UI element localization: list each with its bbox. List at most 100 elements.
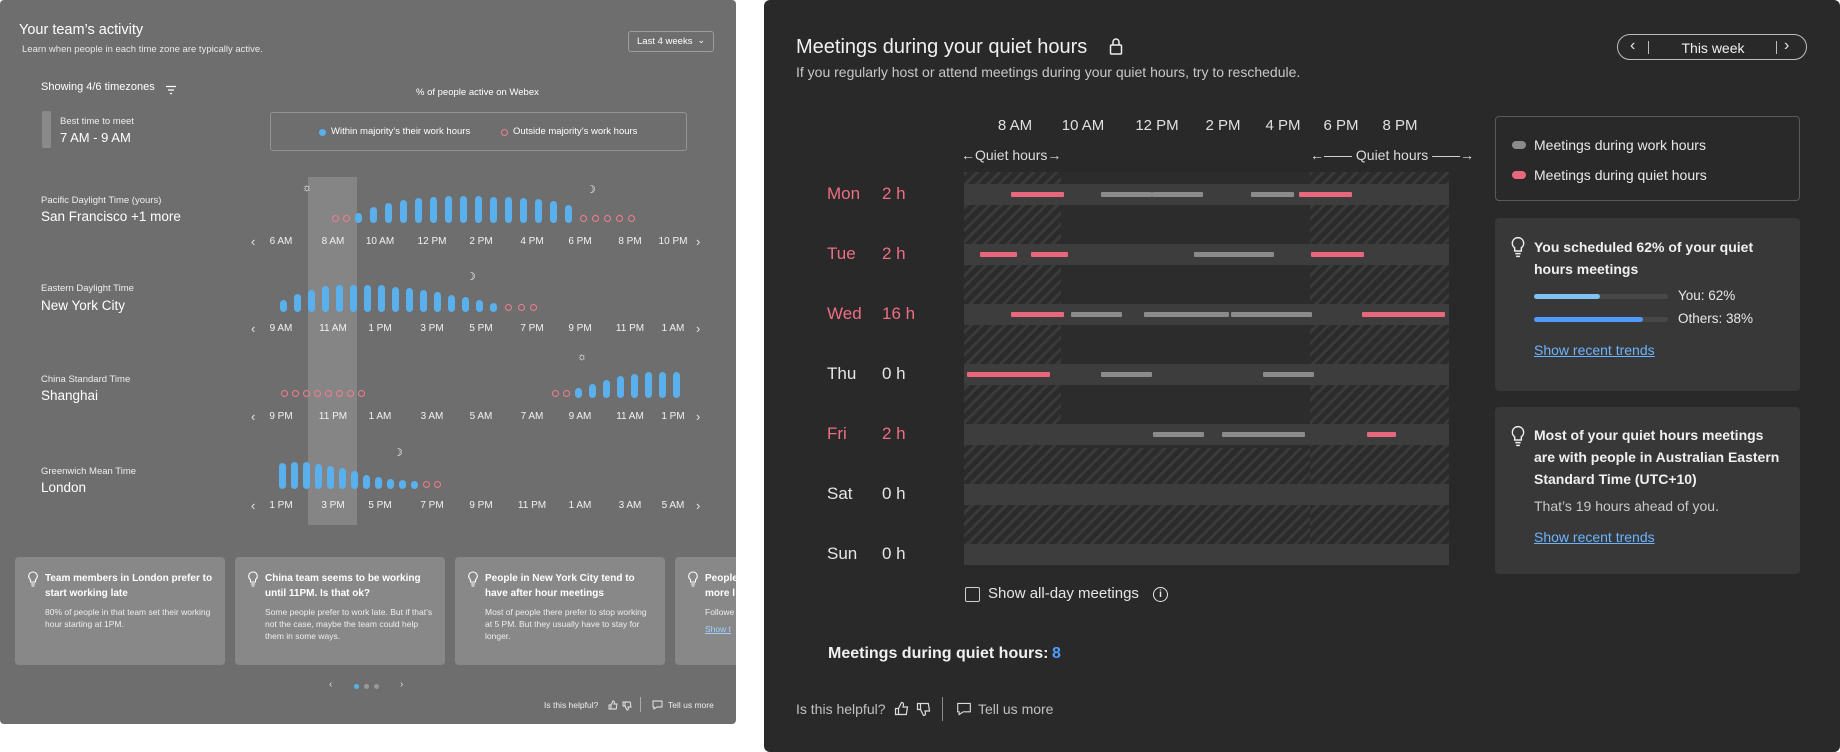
quiet-meeting-segment[interactable] xyxy=(1299,192,1352,197)
thumbs-down-icon[interactable] xyxy=(916,702,931,717)
insight-card[interactable]: Team members in London prefer to start w… xyxy=(15,557,225,665)
work-meeting-segment[interactable] xyxy=(1222,432,1305,437)
tz-city-label: London xyxy=(41,480,87,495)
time-tick: 9 AM xyxy=(269,323,293,334)
summary-label: Meetings during quiet hours: xyxy=(828,645,1049,662)
activity-bar xyxy=(406,288,413,312)
within-legend-dot xyxy=(319,129,326,136)
inactive-marker xyxy=(552,390,559,397)
time-tick: 1 AM xyxy=(368,411,392,422)
work-meeting-segment[interactable] xyxy=(1101,192,1152,197)
quiet-meeting-segment[interactable] xyxy=(1011,192,1064,197)
scroll-right-icon[interactable]: › xyxy=(696,321,701,336)
thumbs-down-icon[interactable] xyxy=(622,701,632,711)
inactive-marker xyxy=(628,215,635,222)
activity-bar xyxy=(535,199,542,223)
activity-bar xyxy=(434,292,441,312)
work-meeting-segment[interactable] xyxy=(1153,432,1204,437)
day-bar xyxy=(964,364,1449,385)
feedback-icon[interactable] xyxy=(956,702,972,716)
show-trends-link[interactable]: Show t xyxy=(705,624,731,634)
pager-prev-icon[interactable]: ‹ xyxy=(329,679,333,690)
quiet-meeting-segment[interactable] xyxy=(1031,252,1068,257)
sun-icon: ☼ xyxy=(577,351,588,363)
all-day-checkbox[interactable] xyxy=(965,587,980,602)
inactive-marker xyxy=(530,304,537,311)
lock-icon xyxy=(1109,38,1123,55)
quiet-meeting-segment[interactable] xyxy=(1367,432,1396,437)
activity-bar xyxy=(445,196,452,223)
team-activity-title: Your team’s activity xyxy=(19,22,144,38)
quiet-hours-title: Meetings during your quiet hours xyxy=(796,36,1088,58)
work-meeting-segment[interactable] xyxy=(1194,252,1274,257)
all-day-label[interactable]: Show all-day meetings xyxy=(988,585,1139,602)
insight-card[interactable]: People more l Followe Show t xyxy=(675,557,736,665)
thumbs-up-icon[interactable] xyxy=(894,701,909,716)
outside-legend-ring xyxy=(501,129,508,136)
show-recent-trends-link[interactable]: Show recent trends xyxy=(1534,342,1655,358)
activity-bar xyxy=(363,475,370,489)
insight-card[interactable]: China team seems to be working until 11P… xyxy=(235,557,445,665)
scroll-right-icon[interactable]: › xyxy=(696,498,701,513)
activity-bar xyxy=(294,294,301,312)
quiet-meeting-segment[interactable] xyxy=(1362,312,1445,317)
activity-bar xyxy=(308,290,315,312)
time-tick: 6 AM xyxy=(269,236,293,247)
lightbulb-icon xyxy=(1511,236,1525,258)
work-meeting-segment[interactable] xyxy=(1152,192,1203,197)
pager-dot[interactable] xyxy=(374,684,379,689)
work-meeting-segment[interactable] xyxy=(1101,372,1152,377)
lightbulb-icon xyxy=(248,571,258,587)
work-meeting-segment[interactable] xyxy=(1071,312,1122,317)
time-tick: 1 PM xyxy=(269,500,293,511)
scroll-left-icon[interactable]: ‹ xyxy=(251,409,256,424)
pager-dot[interactable] xyxy=(364,684,369,689)
info-icon[interactable]: i xyxy=(1153,587,1168,602)
next-week-button[interactable]: › xyxy=(1784,37,1790,54)
activity-bar xyxy=(475,196,482,223)
meetings-legend: Meetings during work hours Meetings duri… xyxy=(1495,116,1800,201)
work-meeting-segment[interactable] xyxy=(1231,312,1312,317)
day-label: Mon xyxy=(827,184,861,203)
work-meeting-segment[interactable] xyxy=(1144,312,1229,317)
day-hours: 0 h xyxy=(882,544,906,563)
scroll-left-icon[interactable]: ‹ xyxy=(251,498,256,513)
work-meeting-segment[interactable] xyxy=(1251,192,1294,197)
scroll-right-icon[interactable]: › xyxy=(696,234,701,249)
show-recent-trends-link[interactable]: Show recent trends xyxy=(1534,529,1655,545)
quiet-meeting-segment[interactable] xyxy=(980,252,1017,257)
others-label: Others: 38% xyxy=(1678,311,1754,326)
activity-bar xyxy=(659,372,666,398)
quiet-meeting-segment[interactable] xyxy=(967,372,1050,377)
scroll-right-icon[interactable]: › xyxy=(696,409,701,424)
insight-card[interactable]: People in New York City tend to have aft… xyxy=(455,557,665,665)
chart-legend: Within majority’s their work hours Outsi… xyxy=(270,112,687,151)
pager-next-icon[interactable]: › xyxy=(400,679,404,690)
quiet-meeting-segment[interactable] xyxy=(1311,252,1364,257)
arrow-left-icon: ←—— xyxy=(1310,147,1352,163)
scroll-left-icon[interactable]: ‹ xyxy=(251,234,256,249)
quiet-meeting-segment[interactable] xyxy=(1011,312,1064,317)
time-tick: 1 AM xyxy=(568,500,592,511)
pager-dot-active[interactable] xyxy=(354,684,359,689)
showing-timezones: Showing 4/6 timezones xyxy=(41,81,155,93)
time-tick: 12 PM xyxy=(417,236,447,247)
legend-outside: Outside majority’s work hours xyxy=(513,126,638,137)
filter-icon[interactable] xyxy=(165,82,177,95)
scroll-left-icon[interactable]: ‹ xyxy=(251,321,256,336)
tell-us-more-link[interactable]: Tell us more xyxy=(668,700,714,710)
period-dropdown[interactable]: Last 4 weeks ⌄ xyxy=(628,31,714,52)
tell-us-more-link[interactable]: Tell us more xyxy=(978,701,1054,717)
time-axis-label: 4 PM xyxy=(1265,117,1301,134)
inactive-marker xyxy=(281,390,288,397)
activity-bar xyxy=(322,286,329,312)
activity-bar xyxy=(385,203,392,223)
chart-title: % of people active on Webex xyxy=(416,87,539,98)
activity-bar xyxy=(565,205,572,223)
prev-week-button[interactable]: ‹ xyxy=(1630,37,1636,54)
lightbulb-icon xyxy=(688,571,698,587)
insight-title: You scheduled 62% of your quiet hours me… xyxy=(1534,239,1754,277)
work-meeting-segment[interactable] xyxy=(1263,372,1314,377)
feedback-icon[interactable] xyxy=(652,700,663,710)
thumbs-up-icon[interactable] xyxy=(608,700,618,710)
